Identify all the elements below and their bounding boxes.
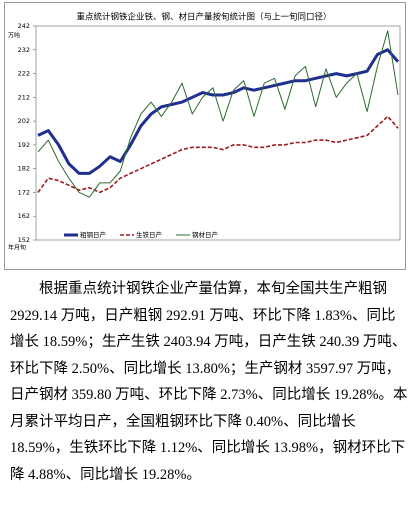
y-tick-label: 212: [18, 93, 30, 101]
y-tick-label: 192: [18, 141, 30, 149]
paragraph-line: 环比下降 2.50%、同比增长 13.80%；生产钢材 3597.97 万吨，: [10, 360, 401, 377]
y-tick-label: 162: [18, 212, 30, 220]
y-tick-label: 222: [18, 70, 30, 78]
paragraph-line: 降 4.88%、同比增长 19.28%。: [10, 466, 201, 483]
paragraph-line: 月累计平均日产，全国粗钢环比下降 0.40%、同比增长: [10, 413, 356, 430]
y-tick-label: 182: [18, 165, 30, 173]
series-line: [37, 115, 399, 194]
y-tick-label: 152: [18, 236, 30, 244]
series-line: [37, 30, 399, 198]
legend-label: 钢材日产: [192, 230, 219, 239]
y-tick-label: 172: [18, 188, 30, 196]
y-axis-label: 万吨: [8, 32, 20, 40]
chart-title: 重点统计钢铁企业铁、钢、材日产量按旬统计图（与上一旬同口径）: [76, 12, 331, 23]
y-tick-label: 242: [18, 22, 30, 30]
paragraph-line: 增长 18.59%；生产生铁 2403.94 万吨，日产生铁 240.39 万吨…: [10, 334, 407, 350]
legend-label: 粗钢日产: [80, 230, 107, 239]
plot-area: [35, 25, 401, 241]
legend-label: 生铁日产: [136, 230, 163, 239]
y-tick-label: 232: [18, 46, 30, 54]
paragraph: 根据重点统计钢铁企业产量估算，本旬全国共生产粗钢 2929.14 万吨，日产粗钢 …: [10, 276, 408, 488]
paragraph-line: 2929.14 万吨，日产粗钢 292.91 万吨、环比下降 1.83%、同比: [10, 307, 396, 324]
x-axis-label: 年月旬: [8, 244, 26, 252]
chart: 重点统计钢铁企业铁、钢、材日产量按旬统计图（与上一旬同口径） 万吨 年月旬 15…: [4, 2, 406, 270]
paragraph-line: 根据重点统计钢铁企业产量估算，本旬全国共生产粗钢: [39, 281, 387, 297]
series-line: [37, 48, 400, 175]
paragraph-line: 日产钢材 359.80 万吨、环比下降 2.73%、同比增长 19.28%。本: [10, 387, 408, 403]
y-tick-label: 202: [18, 117, 30, 125]
paragraph-line: 18.59%，生铁环比下降 1.12%、同比增长 13.98%，钢材环比下: [10, 440, 406, 456]
